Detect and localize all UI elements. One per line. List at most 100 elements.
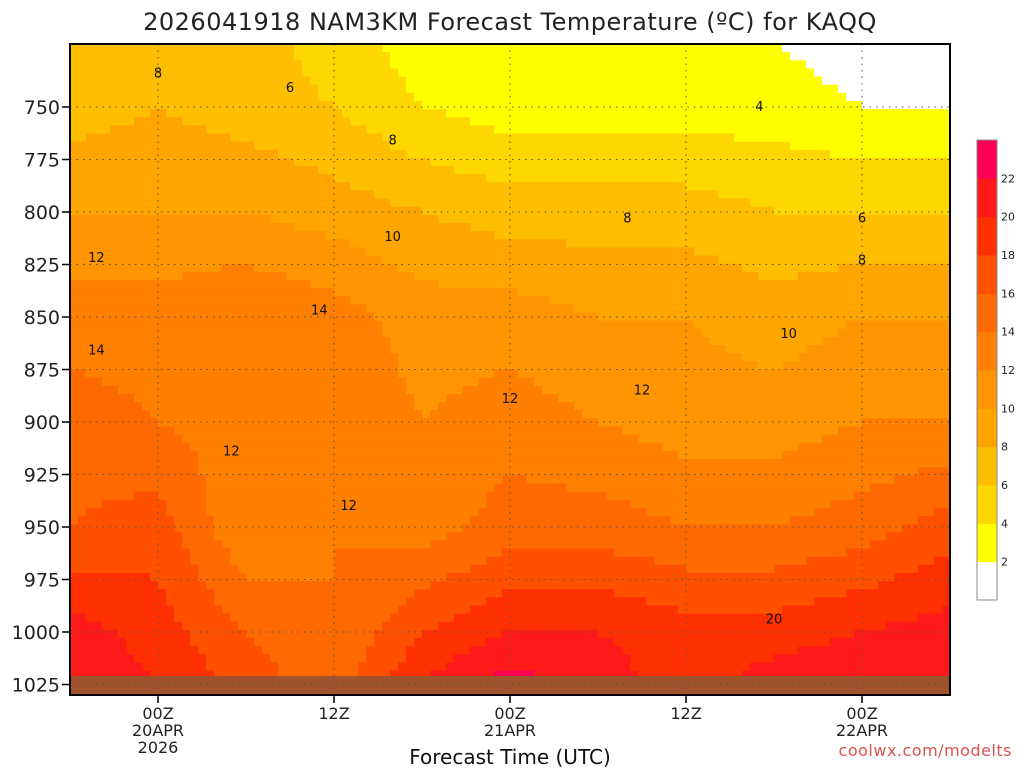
- heat-cell: [230, 296, 239, 305]
- heat-cell: [246, 214, 255, 224]
- heat-cell: [342, 402, 351, 411]
- heat-cell: [246, 231, 255, 240]
- heat-cell: [942, 345, 950, 354]
- heat-cell: [886, 92, 895, 102]
- heat-cell: [342, 190, 351, 200]
- heat-cell: [214, 288, 223, 297]
- heat-cell: [422, 190, 431, 200]
- heat-cell: [686, 271, 695, 281]
- heat-cell: [558, 68, 567, 78]
- heat-cell: [614, 336, 623, 346]
- heat-cell: [382, 304, 391, 314]
- heat-cell: [510, 133, 519, 143]
- heat-cell: [838, 239, 847, 249]
- heat-cell: [798, 239, 807, 249]
- heat-cell: [286, 174, 295, 183]
- heat-cell: [182, 190, 191, 200]
- heat-cell: [846, 247, 855, 257]
- heat-cell: [366, 198, 375, 208]
- heat-cell: [206, 190, 215, 200]
- heat-cell: [686, 393, 695, 403]
- heat-cell: [190, 166, 199, 175]
- heat-cell: [710, 263, 719, 273]
- heat-cell: [438, 296, 447, 305]
- heat-cell: [358, 174, 367, 183]
- heat-cell: [590, 353, 599, 362]
- heat-cell: [198, 288, 207, 297]
- heat-cell: [310, 255, 319, 265]
- heat-cell: [182, 149, 191, 159]
- heat-cell: [318, 109, 327, 118]
- heat-cell: [678, 320, 687, 330]
- heat-cell: [110, 52, 119, 61]
- heat-cell: [462, 157, 471, 167]
- heat-cell: [326, 377, 335, 387]
- heat-cell: [886, 76, 895, 86]
- heat-cell: [902, 133, 911, 143]
- heat-cell: [598, 247, 607, 257]
- heat-cell: [702, 288, 711, 297]
- heat-cell: [622, 214, 631, 224]
- heat-cell: [414, 377, 423, 387]
- heat-cell: [942, 100, 950, 110]
- heat-cell: [238, 117, 247, 126]
- heat-cell: [678, 296, 687, 305]
- heat-cell: [406, 44, 415, 53]
- heat-cell: [942, 198, 950, 208]
- heat-cell: [838, 206, 847, 216]
- heat-cell: [182, 223, 191, 232]
- heat-cell: [246, 117, 255, 126]
- heat-cell: [790, 182, 799, 192]
- heat-cell: [838, 174, 847, 183]
- heat-cell: [902, 125, 911, 135]
- heat-cell: [358, 182, 367, 192]
- heat-cell: [318, 182, 327, 192]
- heat-cell: [294, 345, 303, 354]
- heat-cell: [726, 288, 735, 297]
- heat-cell: [558, 223, 567, 232]
- heat-cell: [798, 214, 807, 224]
- heat-cell: [422, 336, 431, 346]
- heat-cell: [454, 182, 463, 192]
- heat-cell: [334, 271, 343, 281]
- heat-cell: [654, 44, 663, 53]
- heat-cell: [278, 312, 287, 322]
- heat-cell: [790, 328, 799, 338]
- heat-cell: [774, 402, 783, 411]
- heat-cell: [486, 133, 495, 143]
- heat-cell: [174, 288, 183, 297]
- heat-cell: [694, 68, 703, 78]
- heat-cell: [582, 271, 591, 281]
- heat-cell: [166, 117, 175, 126]
- heat-cell: [390, 133, 399, 143]
- heat-cell: [262, 410, 271, 419]
- heat-cell: [758, 125, 767, 135]
- heat-cell: [606, 117, 615, 126]
- heat-cell: [694, 263, 703, 273]
- heat-cell: [862, 345, 871, 354]
- heat-cell: [518, 182, 527, 192]
- heat-cell: [574, 149, 583, 159]
- heat-cell: [270, 76, 279, 86]
- heat-cell: [134, 109, 143, 118]
- heat-cell: [822, 279, 831, 289]
- heat-cell: [614, 190, 623, 200]
- heat-cell: [902, 239, 911, 249]
- heat-cell: [502, 84, 511, 94]
- heat-cell: [590, 125, 599, 135]
- heat-cell: [830, 76, 839, 86]
- heat-cell: [662, 125, 671, 135]
- heat-cell: [494, 279, 503, 289]
- heat-cell: [710, 68, 719, 78]
- heat-cell: [166, 296, 175, 305]
- heat-cell: [534, 296, 543, 305]
- heat-cell: [478, 84, 487, 94]
- heat-cell: [646, 279, 655, 289]
- heat-cell: [438, 377, 447, 387]
- heat-cell: [518, 149, 527, 159]
- heat-cell: [166, 320, 175, 330]
- heat-cell: [158, 84, 167, 94]
- heat-cell: [838, 76, 847, 86]
- heat-cell: [494, 166, 503, 175]
- heat-cell: [214, 182, 223, 192]
